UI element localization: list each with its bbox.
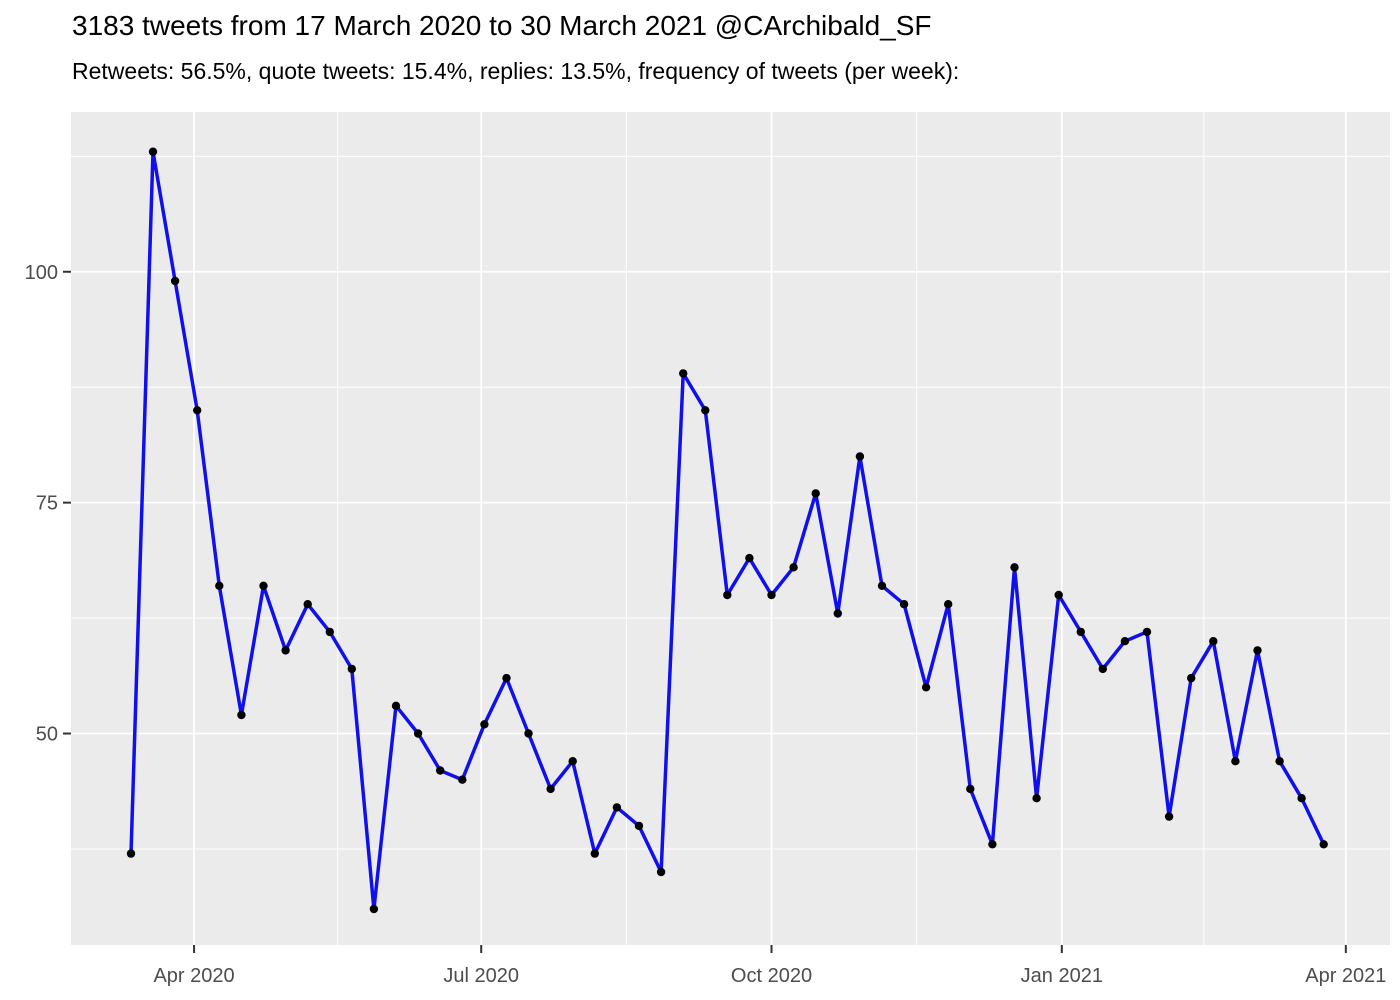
data-point (1297, 794, 1306, 803)
data-point (546, 784, 555, 794)
data-point (679, 369, 688, 378)
data-point (656, 867, 666, 877)
data-point (1275, 757, 1284, 766)
data-point (391, 701, 401, 710)
data-point (347, 664, 356, 674)
y-axis-tick-label: 100 (25, 262, 58, 284)
data-point (170, 276, 180, 286)
data-point (237, 710, 246, 720)
data-point (458, 775, 467, 784)
data-point (369, 904, 379, 914)
x-axis-tick-label: Apr 2021 (1305, 965, 1386, 987)
data-point (303, 600, 312, 609)
data-point (1231, 757, 1240, 766)
data-point (1032, 794, 1041, 803)
data-point (126, 849, 136, 858)
data-point (1076, 627, 1086, 637)
data-point (921, 683, 931, 692)
data-point (723, 590, 732, 600)
data-point (1010, 563, 1019, 572)
data-point (634, 821, 644, 831)
data-point (502, 673, 511, 683)
data-point (1054, 590, 1063, 600)
data-point (325, 627, 334, 637)
data-point (1120, 637, 1130, 646)
data-point (855, 452, 865, 461)
data-point (215, 581, 224, 590)
data-point (833, 609, 842, 618)
data-point (259, 581, 268, 590)
data-point (745, 553, 754, 563)
data-point (524, 729, 533, 738)
data-point (413, 729, 423, 738)
data-point (281, 646, 290, 655)
data-point (701, 406, 710, 415)
data-point (1187, 673, 1196, 683)
data-point (1098, 664, 1108, 674)
data-point (944, 600, 953, 609)
data-point (811, 489, 820, 498)
data-point (1209, 637, 1218, 646)
y-axis-tick-label: 75 (36, 493, 58, 515)
x-axis-tick-label: Jan 2021 (1021, 965, 1103, 987)
y-axis-tick-label: 50 (36, 724, 58, 746)
data-point (590, 849, 599, 858)
data-point (767, 590, 776, 600)
data-point (480, 720, 489, 729)
data-point (1253, 646, 1262, 655)
chart-title: 3183 tweets from 17 March 2020 to 30 Mar… (72, 10, 932, 41)
data-point (568, 757, 577, 766)
x-axis-tick-label: Jul 2020 (443, 965, 519, 987)
x-axis-tick-label: Apr 2020 (153, 965, 234, 987)
data-point (899, 600, 909, 609)
data-point (612, 803, 622, 812)
data-point (966, 784, 975, 794)
data-point (1319, 840, 1328, 849)
data-point (1142, 627, 1152, 637)
data-point (877, 581, 887, 590)
data-point (1164, 812, 1174, 821)
plot-panel (71, 112, 1390, 945)
data-point (988, 840, 997, 849)
x-axis-tick-label: Oct 2020 (731, 965, 812, 987)
data-point (789, 563, 798, 572)
chart-subtitle: Retweets: 56.5%, quote tweets: 15.4%, re… (72, 58, 960, 84)
data-point (193, 406, 202, 415)
data-point (148, 147, 158, 156)
data-point (436, 766, 445, 775)
